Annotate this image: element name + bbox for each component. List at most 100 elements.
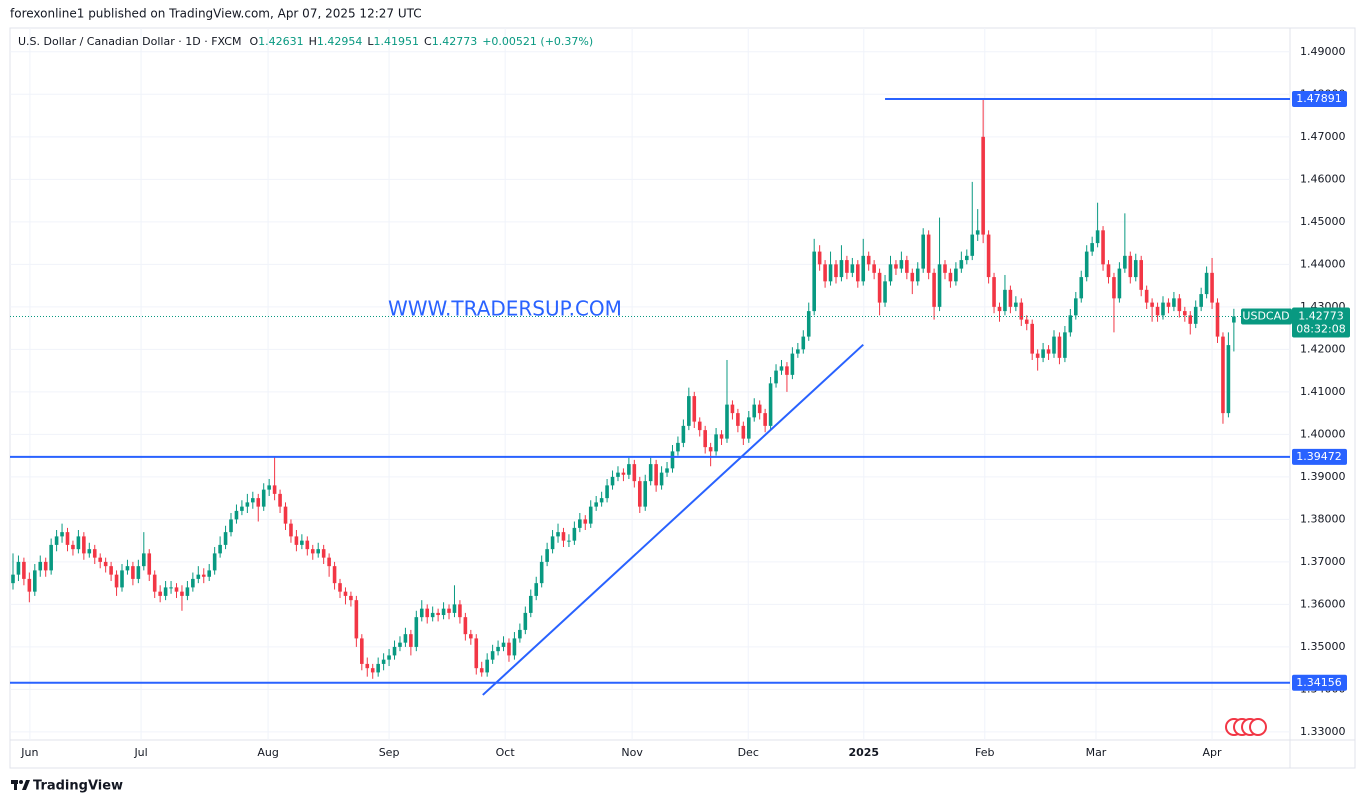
- candle-body: [82, 536, 86, 554]
- x-tick-label: Mar: [1086, 746, 1107, 759]
- candle-body: [1177, 298, 1182, 312]
- candle-body: [321, 549, 326, 558]
- candle-body: [1183, 311, 1187, 316]
- candle-body: [627, 464, 631, 475]
- candle-body: [419, 608, 424, 618]
- candle-body: [218, 544, 222, 554]
- candle-body: [272, 485, 277, 494]
- brand: TradingView: [33, 779, 123, 794]
- candle-body: [125, 566, 130, 571]
- candle-body: [310, 549, 315, 554]
- candle-body: [534, 583, 539, 596]
- candle-body: [1133, 260, 1138, 278]
- candle-body: [915, 268, 920, 282]
- candle-body: [703, 430, 707, 448]
- candle-body: [1123, 255, 1127, 269]
- level-label: 1.34156: [1296, 676, 1342, 689]
- candle-body: [1161, 302, 1165, 316]
- chart-frame: [9, 27, 1356, 769]
- candle-body: [986, 234, 991, 278]
- candle-body: [1117, 268, 1122, 299]
- candle-body: [894, 264, 898, 269]
- candle-body: [16, 561, 21, 575]
- candle-body: [414, 617, 419, 647]
- candle-body: [33, 570, 37, 592]
- candle-body: [725, 404, 729, 439]
- candle-body: [98, 557, 103, 562]
- candle-body: [1150, 302, 1154, 307]
- candle-body: [174, 587, 179, 592]
- candle-body: [828, 264, 833, 282]
- y-tick-label: 1.49000: [1300, 45, 1346, 58]
- y-tick-label: 1.42000: [1300, 342, 1346, 355]
- candle-body: [103, 561, 108, 567]
- candle-body: [1128, 255, 1133, 278]
- candle-body: [436, 612, 440, 616]
- y-tick-label: 1.41000: [1300, 385, 1346, 398]
- candle-body: [599, 498, 604, 503]
- candle-body: [87, 549, 92, 554]
- level-label-box: [1292, 90, 1347, 107]
- candle-body: [1139, 260, 1144, 290]
- l-label: L: [367, 35, 374, 48]
- candle-body: [1074, 298, 1078, 316]
- candle-body: [975, 230, 980, 235]
- candle-body: [964, 255, 969, 261]
- candle-body: [223, 532, 228, 545]
- candle-body: [507, 642, 511, 656]
- candle-body: [1144, 289, 1149, 303]
- candle-body: [714, 434, 718, 452]
- candle-body: [327, 557, 331, 567]
- candle-body: [785, 366, 789, 375]
- candle-body: [736, 413, 740, 426]
- candle-body: [659, 472, 664, 486]
- candle-body: [387, 655, 391, 660]
- candle-body: [556, 532, 560, 537]
- candle-body: [1193, 306, 1198, 324]
- watermark: WWW.TRADERSUP.COM: [388, 297, 622, 321]
- candle-body: [1221, 336, 1225, 414]
- candle-body: [616, 472, 620, 477]
- candle-body: [294, 536, 299, 545]
- candle-body: [76, 536, 81, 550]
- symbol: U.S. Dollar / Canadian Dollar · 1D · FXC…: [18, 35, 241, 48]
- candle-body: [1003, 289, 1007, 312]
- candle-body: [479, 668, 484, 673]
- y-tick-label: 1.47000: [1300, 130, 1346, 143]
- candle-body: [697, 421, 702, 431]
- tv-logo: [11, 780, 30, 790]
- candle-body: [959, 260, 964, 269]
- y-tick-label: 1.46000: [1300, 172, 1346, 185]
- candle-body: [981, 136, 985, 235]
- candle-body: [1112, 277, 1116, 299]
- x-tick-label: Jul: [133, 746, 147, 759]
- x-tick-label: Nov: [621, 746, 643, 759]
- level-label: 1.39472: [1296, 450, 1342, 463]
- candle-body: [1008, 289, 1013, 307]
- candle-body: [109, 566, 113, 575]
- candle-body: [774, 370, 778, 384]
- candle-body: [1030, 323, 1034, 354]
- candle-body: [11, 574, 15, 584]
- candle-body: [877, 272, 882, 303]
- candle-body: [583, 519, 588, 524]
- candle-body: [512, 638, 517, 656]
- x-tick-label: Apr: [1203, 746, 1223, 759]
- candle-body: [27, 578, 32, 592]
- candle-body: [49, 544, 53, 571]
- level-label-box: [1292, 674, 1347, 691]
- candle-body: [850, 264, 855, 273]
- candle-body: [1084, 251, 1089, 278]
- candle-body: [1106, 264, 1111, 278]
- candle-body: [245, 502, 250, 507]
- candle-body: [38, 561, 43, 571]
- candle-body: [779, 366, 784, 371]
- c-label: C: [424, 35, 432, 48]
- level-label-box: [1292, 448, 1347, 465]
- candle-body: [855, 264, 860, 282]
- candle-body: [300, 540, 304, 545]
- candle-body: [594, 502, 598, 507]
- candle-body: [550, 536, 555, 550]
- y-tick-label: 1.35000: [1300, 640, 1346, 653]
